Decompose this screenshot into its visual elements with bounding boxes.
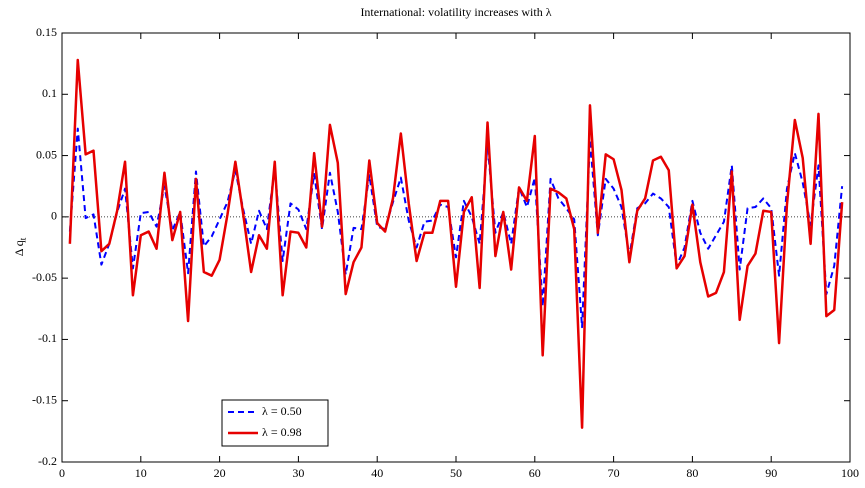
legend-label: λ = 0.50 xyxy=(262,404,302,418)
legend-label: λ = 0.98 xyxy=(262,425,302,439)
axes-box xyxy=(61,32,851,463)
y-tick-label: 0.1 xyxy=(42,86,57,100)
series-line xyxy=(68,58,844,429)
y-axis-label-main: Δ q xyxy=(12,240,26,256)
x-tick-label: 90 xyxy=(765,466,777,480)
y-axis-label-subscript: t xyxy=(18,237,28,240)
y-tick-label: -0.2 xyxy=(38,454,57,468)
legend-box xyxy=(221,399,329,447)
chart-title: International: volatility increases with… xyxy=(360,5,551,19)
y-tick-label: -0.1 xyxy=(38,331,57,345)
x-tick-label: 60 xyxy=(529,466,541,480)
x-tick-label: 80 xyxy=(686,466,698,480)
x-tick-label: 20 xyxy=(214,466,226,480)
y-tick-label: 0 xyxy=(51,209,57,223)
y-tick-label: -0.15 xyxy=(32,392,57,406)
series-line xyxy=(68,127,844,329)
y-axis-label: Δ qt xyxy=(12,237,28,256)
x-tick-label: 0 xyxy=(59,466,65,480)
x-tick-label: 70 xyxy=(608,466,620,480)
x-tick-label: 100 xyxy=(841,466,859,480)
x-tick-label: 30 xyxy=(292,466,304,480)
y-tick-label: 0.15 xyxy=(36,25,57,39)
y-tick-label: 0.05 xyxy=(36,147,57,161)
x-tick-label: 10 xyxy=(135,466,147,480)
legend: λ = 0.50 λ = 0.98 xyxy=(221,399,329,447)
x-tick-label: 50 xyxy=(450,466,462,480)
x-tick-label: 40 xyxy=(371,466,383,480)
y-tick-label: -0.05 xyxy=(32,270,57,284)
